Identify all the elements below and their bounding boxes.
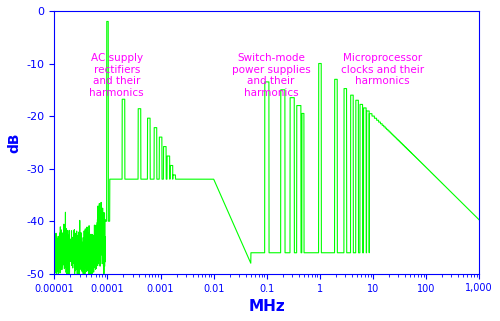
Text: Switch-mode
power supplies
and their
harmonics: Switch-mode power supplies and their har… bbox=[232, 53, 310, 98]
Y-axis label: dB: dB bbox=[7, 132, 21, 152]
Text: AC supply
rectifiers
and their
harmonics: AC supply rectifiers and their harmonics bbox=[90, 53, 144, 98]
X-axis label: MHz: MHz bbox=[248, 299, 285, 314]
Text: Microprocessor
clocks and their
harmonics: Microprocessor clocks and their harmonic… bbox=[341, 53, 424, 86]
